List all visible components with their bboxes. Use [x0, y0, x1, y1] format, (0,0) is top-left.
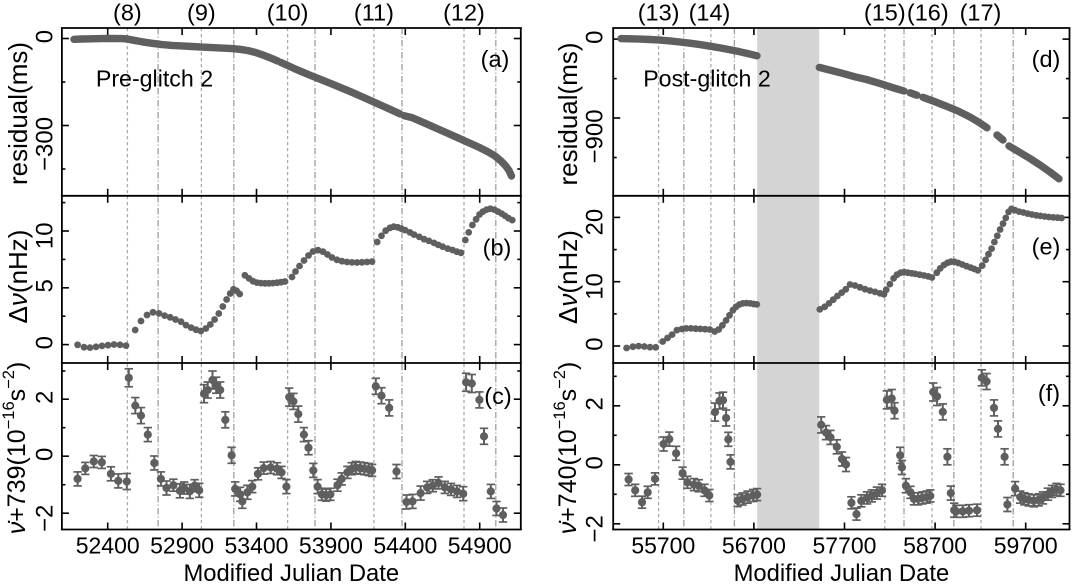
svg-text:Δν(nHz): Δν(nHz) [553, 230, 583, 324]
svg-text:57700: 57700 [813, 533, 877, 559]
svg-text:residual(ms): residual(ms) [553, 42, 583, 185]
svg-text:54900: 54900 [448, 533, 512, 559]
svg-text:0: 0 [31, 30, 58, 43]
svg-text:(14): (14) [689, 0, 731, 25]
svg-text:(9): (9) [187, 0, 216, 25]
svg-text:(a): (a) [481, 46, 510, 72]
svg-text:ν̇+739(10−16s−2): ν̇+739(10−16s−2) [0, 362, 31, 535]
svg-text:2: 2 [31, 391, 58, 404]
svg-text:ν̇+740(10−16s−2): ν̇+740(10−16s−2) [551, 362, 582, 535]
svg-text:(d): (d) [1032, 46, 1061, 72]
svg-text:Δν(nHz): Δν(nHz) [3, 230, 33, 324]
svg-text:10: 10 [582, 273, 609, 300]
svg-text:(15): (15) [864, 0, 906, 25]
svg-text:(12): (12) [443, 0, 485, 25]
svg-text:52900: 52900 [150, 533, 214, 559]
svg-text:20: 20 [582, 209, 609, 236]
svg-text:−2: −2 [31, 505, 58, 532]
svg-text:residual(ms): residual(ms) [3, 42, 33, 185]
svg-text:54400: 54400 [373, 533, 437, 559]
svg-text:0: 0 [582, 31, 609, 44]
svg-text:0: 0 [582, 337, 609, 350]
svg-text:(13): (13) [638, 0, 680, 25]
svg-text:−300: −300 [31, 117, 58, 171]
svg-text:53900: 53900 [299, 533, 363, 559]
svg-text:2: 2 [582, 397, 609, 410]
svg-text:−900: −900 [582, 109, 609, 163]
svg-text:(11): (11) [354, 0, 394, 25]
svg-text:Modified Julian Date: Modified Julian Date [183, 560, 399, 587]
svg-text:10: 10 [31, 222, 58, 249]
svg-text:Pre-glitch 2: Pre-glitch 2 [96, 66, 213, 92]
svg-text:5: 5 [31, 279, 58, 292]
svg-text:0: 0 [31, 336, 58, 349]
svg-text:(e): (e) [1032, 234, 1061, 260]
svg-text:0: 0 [31, 448, 58, 461]
svg-text:(b): (b) [483, 235, 512, 261]
svg-text:(16): (16) [907, 0, 949, 25]
svg-text:Post-glitch 2: Post-glitch 2 [643, 66, 771, 92]
svg-text:58700: 58700 [903, 533, 967, 559]
svg-text:56700: 56700 [722, 533, 786, 559]
svg-text:0: 0 [582, 456, 609, 469]
svg-text:55700: 55700 [631, 533, 695, 559]
svg-text:Modified Julian Date: Modified Julian Date [734, 560, 950, 587]
svg-text:(17): (17) [960, 0, 1002, 25]
svg-text:(c): (c) [484, 383, 511, 409]
svg-text:(8): (8) [113, 0, 142, 25]
svg-text:(f): (f) [1038, 380, 1060, 406]
svg-text:52400: 52400 [76, 533, 140, 559]
svg-text:53400: 53400 [225, 533, 289, 559]
svg-text:59700: 59700 [994, 533, 1058, 559]
svg-text:(10): (10) [267, 0, 309, 25]
svg-text:−2: −2 [582, 515, 609, 542]
